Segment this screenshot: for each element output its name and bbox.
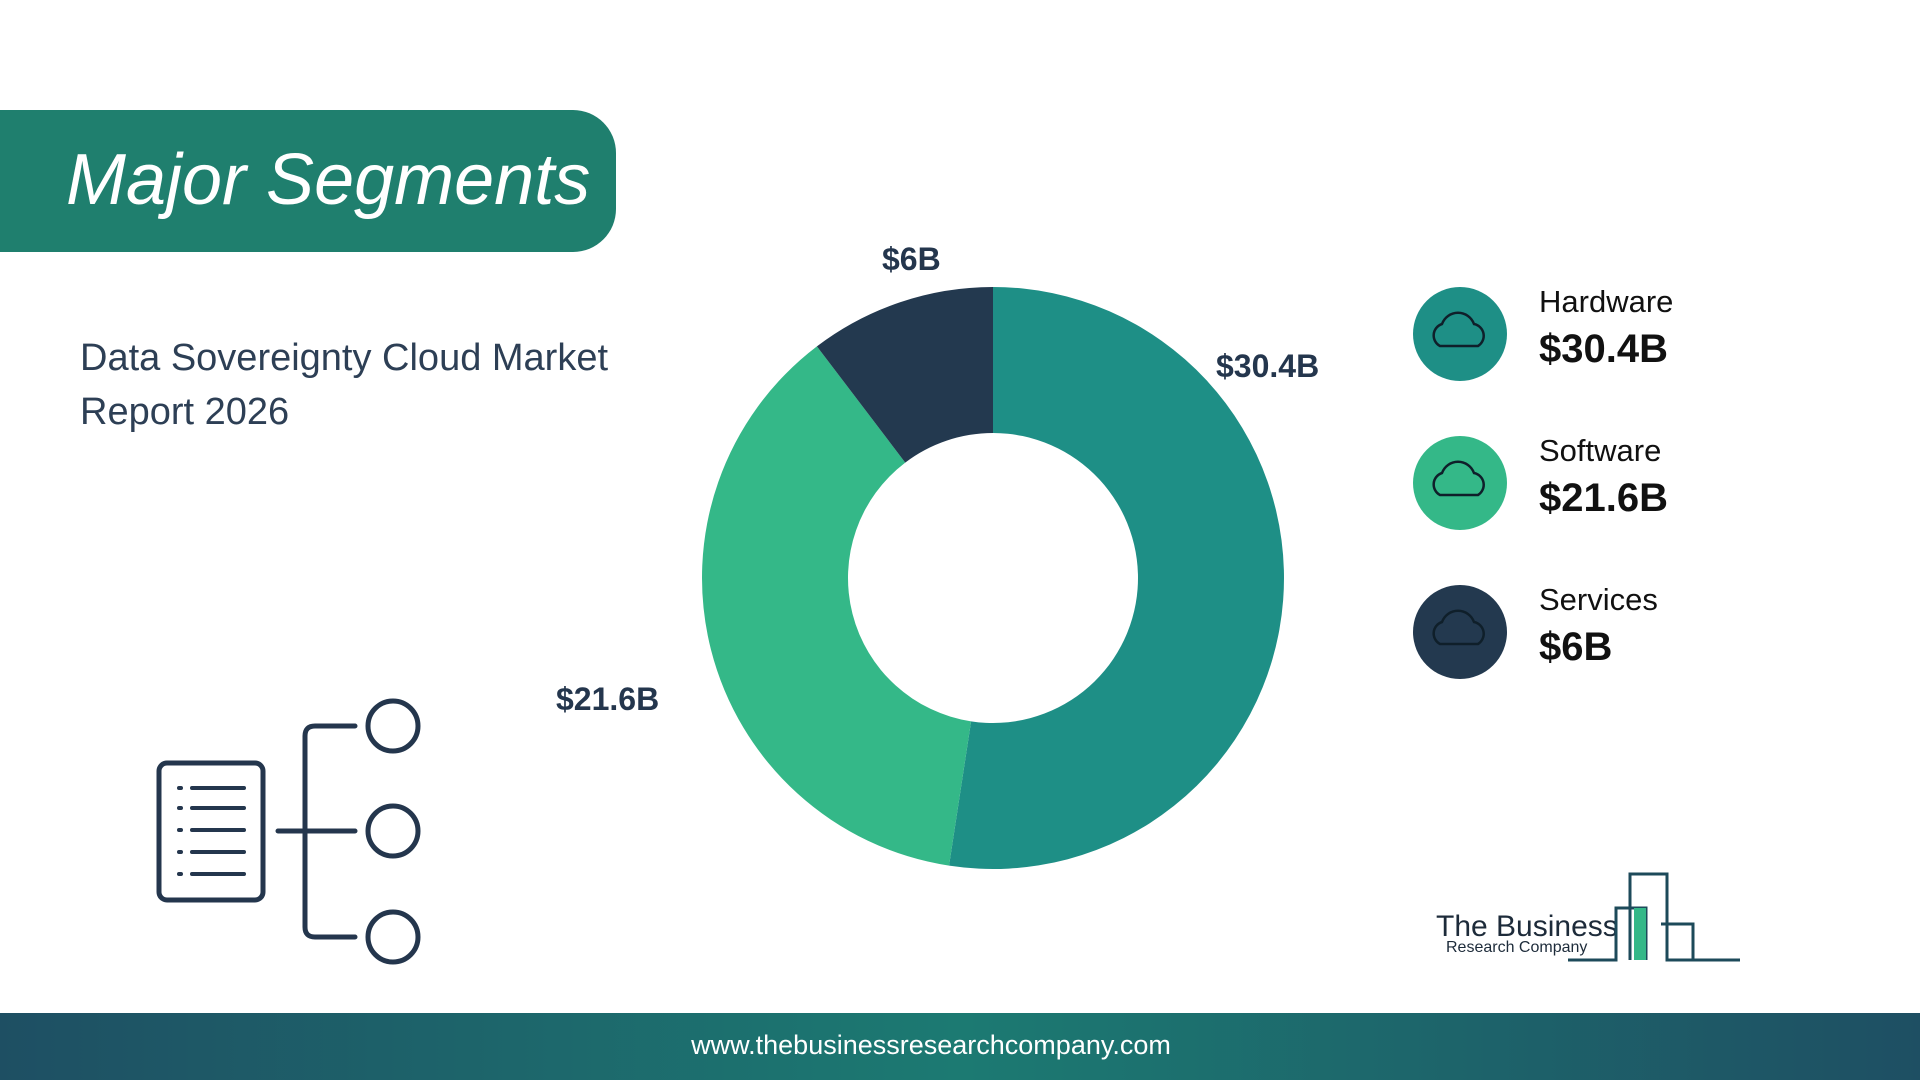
donut-chart: $30.4B $21.6B $6B [556,241,1319,869]
legend-icon-glyph [1432,460,1485,497]
legend-value: $21.6B [1539,476,1668,520]
subtitle: Report 2026 [80,391,289,433]
legend-value: $30.4B [1539,327,1668,371]
donut-segment [701,346,972,866]
donut-segment [949,287,1285,869]
legend-icon [1413,287,1507,381]
donut-segment [816,287,993,463]
footer-url: www.thebusinessresearchcompany.com [690,1030,1171,1060]
logo-text: The Business [1436,910,1618,943]
data-label: $6B [882,241,941,277]
legend-icon-glyph [1432,311,1485,348]
title-banner [0,110,616,252]
legend-value: $6B [1539,625,1612,669]
legend-name: Services [1539,582,1658,617]
legend: Hardware $30.4B Software $21.6B Services $6B [1413,284,1673,679]
legend-icon [1413,585,1507,679]
legend-icon-glyph [1432,609,1485,646]
logo-text: Research Company [1446,939,1587,956]
data-label: $21.6B [556,681,659,717]
logo: The Business Research Company [1436,872,1740,962]
segments-icon [156,698,421,965]
title: Major Segments [66,140,590,220]
footer [0,1013,1920,1080]
data-label: $30.4B [1216,348,1319,384]
legend-name: Hardware [1539,284,1673,319]
legend-icon [1413,436,1507,530]
legend-name: Software [1539,433,1661,468]
subtitle: Data Sovereignty Cloud Market [80,337,608,379]
